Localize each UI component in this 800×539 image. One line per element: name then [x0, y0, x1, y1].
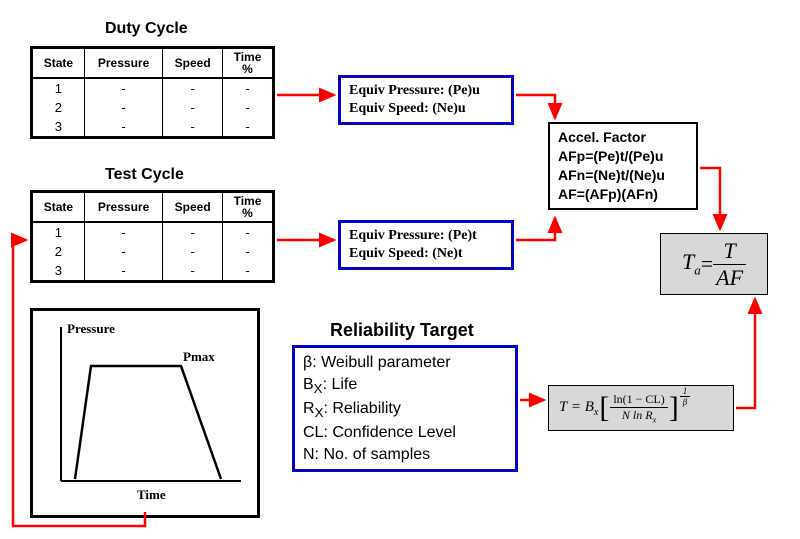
- accel-title: Accel. Factor: [558, 128, 688, 147]
- rel-cl: CL: Confidence Level: [303, 422, 507, 444]
- table-row: 2 - - -: [32, 242, 274, 261]
- arrow-accel-result: [700, 168, 720, 229]
- reliability-title: Reliability Target: [330, 320, 474, 341]
- col-pressure: Pressure: [84, 48, 162, 79]
- col-state: State: [32, 48, 85, 79]
- col-time: Time%: [223, 48, 274, 79]
- pressure-graph-panel: Pressure Pmax Time: [30, 308, 260, 518]
- col-speed: Speed: [163, 48, 223, 79]
- accel-line1: AFp=(Pe)t/(Pe)u: [558, 147, 688, 166]
- rel-rx: RX: Reliability: [303, 398, 507, 422]
- t-lhs: T = Bx: [559, 399, 598, 418]
- col-speed: Speed: [163, 192, 223, 223]
- equiv-duty-box: Equiv Pressure: (Pe)u Equiv Speed: (Ne)u: [338, 75, 514, 125]
- equiv-speed-u: Equiv Speed: (Ne)u: [349, 100, 503, 118]
- t-bracket-close: ]: [669, 391, 679, 425]
- accel-factor-box: Accel. Factor AFp=(Pe)t/(Pe)u AFn=(Ne)t/…: [548, 122, 698, 210]
- pmax-label: Pmax: [183, 349, 215, 364]
- result-formula-box: Ta = T AF: [660, 233, 768, 295]
- equiv-test-box: Equiv Pressure: (Pe)t Equiv Speed: (Ne)t: [338, 220, 514, 270]
- test-cycle-table: State Pressure Speed Time% 1 - - - 2 - -…: [30, 190, 275, 283]
- arrow-equivu-accel: [516, 95, 555, 118]
- col-pressure: Pressure: [84, 192, 162, 223]
- duty-cycle-title: Duty Cycle: [105, 20, 188, 38]
- equiv-pressure-t: Equiv Pressure: (Pe)t: [349, 227, 503, 245]
- arrow-formula-result: [736, 299, 755, 408]
- ta-lhs: Ta: [682, 249, 701, 278]
- reliability-box: β: Weibull parameter BX: Life RX: Reliab…: [292, 345, 518, 472]
- table-row: 3 - - -: [32, 117, 274, 138]
- table-row: 1 - - -: [32, 222, 274, 242]
- table-row: 2 - - -: [32, 98, 274, 117]
- xlabel: Time: [137, 487, 166, 502]
- table-row: 1 - - -: [32, 78, 274, 98]
- arrow-equivt-accel: [516, 218, 555, 240]
- accel-line2: AFn=(Ne)t/(Ne)u: [558, 166, 688, 185]
- table-row: 3 - - -: [32, 261, 274, 282]
- equiv-pressure-u: Equiv Pressure: (Pe)u: [349, 82, 503, 100]
- col-state: State: [32, 192, 85, 223]
- t-fraction: ln(1 − CL) N ln Rx: [610, 392, 667, 424]
- t-bracket-open: [: [599, 391, 609, 425]
- duty-cycle-table: State Pressure Speed Time% 1 - - - 2 - -…: [30, 46, 275, 139]
- rel-n: N: No. of samples: [303, 444, 507, 466]
- ta-fraction: T AF: [713, 238, 746, 291]
- ylabel: Pressure: [67, 321, 115, 336]
- test-cycle-title: Test Cycle: [105, 166, 184, 184]
- pressure-graph: Pressure Pmax Time: [33, 311, 257, 515]
- ta-eq: =: [701, 251, 713, 277]
- col-time: Time%: [223, 192, 274, 223]
- rel-bx: BX: Life: [303, 374, 507, 398]
- formula-t-box: T = Bx [ ln(1 − CL) N ln Rx ] 1 β: [548, 385, 734, 431]
- equiv-speed-t: Equiv Speed: (Ne)t: [349, 245, 503, 263]
- rel-beta: β: Weibull parameter: [303, 352, 507, 374]
- accel-line3: AF=(AFp)(AFn): [558, 185, 688, 204]
- t-exponent: 1 β: [680, 386, 691, 407]
